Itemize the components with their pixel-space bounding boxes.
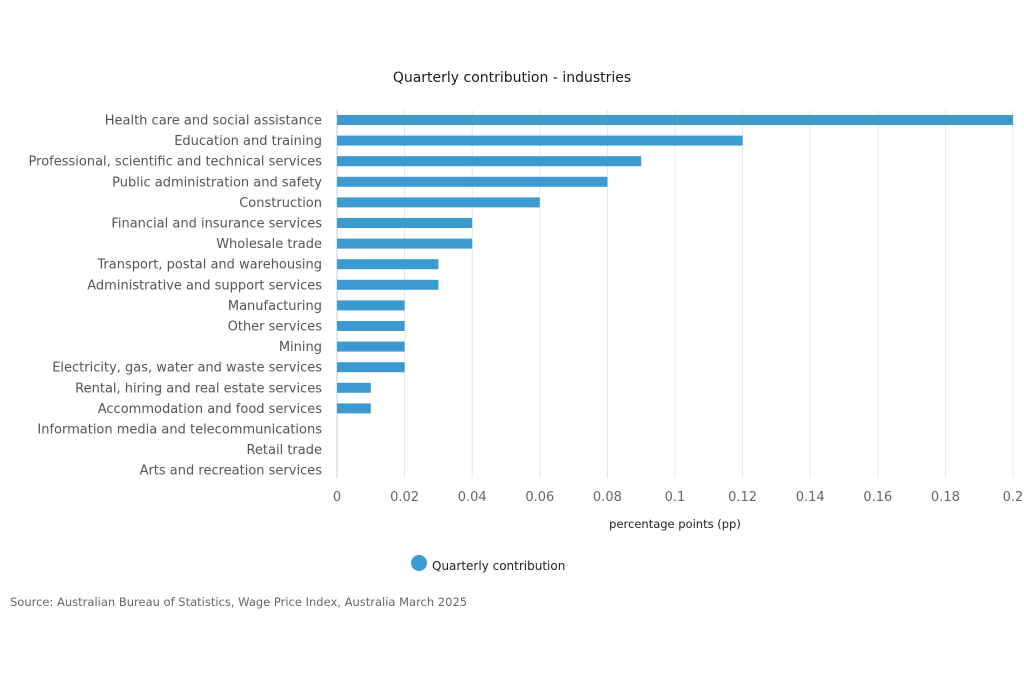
category-label: Mining [279, 340, 322, 355]
chart-title: Quarterly contribution - industries [393, 70, 631, 86]
x-tick-label: 0.06 [525, 490, 554, 505]
category-label: Administrative and support services [87, 278, 322, 293]
category-label: Other services [228, 320, 323, 335]
x-tick-label: 0 [333, 490, 341, 505]
bar[interactable] [337, 259, 439, 270]
category-label: Rental, hiring and real estate services [75, 381, 322, 396]
category-label: Retail trade [246, 443, 322, 458]
gridlines [336, 110, 1014, 478]
category-label: Arts and recreation services [140, 464, 323, 479]
bars [337, 115, 1013, 414]
source-note: Source: Australian Bureau of Statistics,… [10, 595, 468, 609]
category-label: Public administration and safety [112, 175, 322, 190]
category-label: Wholesale trade [216, 237, 322, 252]
x-tick-label: 0.02 [390, 490, 419, 505]
bar[interactable] [337, 176, 608, 187]
category-label: Transport, postal and warehousing [96, 258, 322, 273]
category-label: Education and training [174, 134, 322, 149]
x-tick-label: 0.08 [593, 490, 622, 505]
x-tick-labels: 0 0.02 0.04 0.06 0.08 0.1 0.12 0.14 0.16 0.18 0.2 [333, 490, 1023, 505]
x-axis-title: percentage points (pp) [609, 517, 741, 531]
bar[interactable] [337, 321, 405, 331]
category-label: Electricity, gas, water and waste servic… [52, 361, 322, 376]
bar[interactable] [337, 382, 371, 393]
bar[interactable] [337, 135, 743, 146]
bar[interactable] [337, 156, 642, 167]
bar[interactable] [337, 300, 405, 311]
x-tick-label: 0.2 [1003, 490, 1024, 505]
legend[interactable]: Quarterly contribution [411, 555, 565, 573]
x-tick-label: 0.04 [458, 490, 487, 505]
legend-marker[interactable] [411, 555, 427, 571]
bar[interactable] [337, 403, 371, 414]
x-tick-label: 0.18 [931, 490, 960, 505]
x-tick-label: 0.12 [728, 490, 757, 505]
legend-label[interactable]: Quarterly contribution [432, 559, 565, 573]
category-label: Professional, scientific and technical s… [29, 155, 323, 170]
category-label: Health care and social assistance [105, 114, 322, 129]
bar[interactable] [337, 279, 439, 290]
bar[interactable] [337, 362, 405, 373]
bar[interactable] [337, 341, 405, 352]
x-tick-label: 0.14 [796, 490, 825, 505]
bar[interactable] [337, 218, 473, 228]
bar[interactable] [337, 197, 540, 208]
category-labels: Health care and social assistance Educati… [29, 114, 323, 479]
category-label: Manufacturing [228, 299, 322, 314]
category-label: Construction [239, 196, 322, 211]
x-tick-label: 0.16 [863, 490, 892, 505]
bar[interactable] [337, 238, 473, 249]
category-label: Information media and telecommunications [37, 423, 322, 438]
category-label: Accommodation and food services [98, 402, 322, 417]
bar[interactable] [337, 115, 1013, 125]
category-label: Financial and insurance services [111, 217, 322, 232]
x-tick-label: 0.1 [665, 490, 686, 505]
